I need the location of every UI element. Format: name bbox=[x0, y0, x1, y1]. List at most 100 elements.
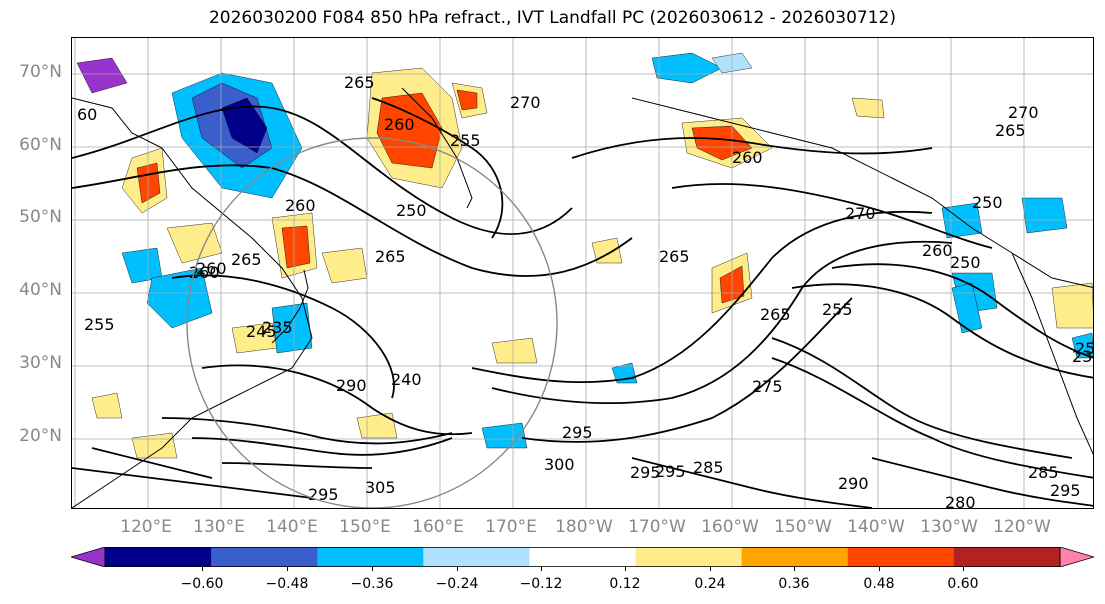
colorbar-tick-label: −0.36 bbox=[350, 576, 394, 592]
colorbar-bin bbox=[953, 547, 1061, 567]
colorbar-tick-label: −0.48 bbox=[265, 576, 309, 592]
contour-label: 265 bbox=[995, 121, 1026, 140]
colorbar-bin bbox=[635, 547, 743, 567]
lat-label-60n: 60°N bbox=[19, 135, 62, 155]
contour-label: 60 bbox=[77, 105, 97, 124]
lon-label-180w: 180°W bbox=[555, 517, 613, 537]
contour-label: 250 bbox=[396, 201, 427, 220]
lat-label-30n: 30°N bbox=[19, 353, 62, 373]
lat-label-50n: 50°N bbox=[19, 207, 62, 227]
colorbar-tick-label: −0.12 bbox=[519, 576, 563, 592]
contour-label: 255 bbox=[822, 300, 853, 319]
colorbar-tick-label: 0.24 bbox=[694, 576, 726, 592]
contour-label: 240 bbox=[391, 370, 422, 389]
anomaly-blob bbox=[76, 57, 128, 94]
anomaly-blob bbox=[456, 89, 478, 111]
contour-label: 305 bbox=[365, 478, 396, 497]
anomaly-blob bbox=[356, 412, 398, 439]
contour-label: 290 bbox=[838, 474, 869, 493]
contour-label: 260 bbox=[196, 259, 227, 278]
contour-label: 295 bbox=[655, 462, 686, 481]
contour-line bbox=[171, 274, 395, 399]
colorbar-bin bbox=[529, 547, 637, 567]
colorbar-max-extend bbox=[1059, 547, 1094, 567]
colorbar-bin bbox=[847, 547, 955, 567]
lon-label-170e: 170°E bbox=[485, 517, 537, 537]
contour-label: 235 bbox=[262, 318, 293, 337]
contour-label: 245 bbox=[246, 322, 277, 341]
contour-line bbox=[72, 164, 633, 277]
contour-label: 270 bbox=[845, 204, 876, 223]
contour-label: 235 bbox=[1072, 347, 1094, 366]
contour-line bbox=[161, 417, 453, 445]
coastline-japan bbox=[271, 269, 309, 344]
anomaly-blob bbox=[1021, 197, 1068, 234]
map-canvas: 2652702602552502652602652602502702602652… bbox=[72, 38, 1094, 508]
contour-line bbox=[771, 337, 1073, 459]
anomaly-blob bbox=[221, 97, 268, 154]
coastlines bbox=[72, 87, 1093, 508]
contour-line bbox=[221, 462, 373, 469]
contour-label: 270 bbox=[510, 93, 541, 112]
contour-label: 260 bbox=[732, 148, 763, 167]
anomaly-blob bbox=[271, 302, 313, 354]
colorbar-tick-label: 0.48 bbox=[863, 576, 895, 592]
colorbar-tick-label: 0.12 bbox=[609, 576, 641, 592]
lon-label-160w: 160°W bbox=[701, 517, 759, 537]
lat-label-40n: 40°N bbox=[19, 280, 62, 300]
contour-line bbox=[371, 97, 504, 239]
coastline-alaska bbox=[631, 97, 1093, 289]
colorbar-tick-label: −0.24 bbox=[435, 576, 479, 592]
anomaly-blob bbox=[691, 125, 753, 161]
contour-line bbox=[491, 240, 953, 405]
contour-line bbox=[91, 447, 213, 479]
contour-label: 295 bbox=[630, 463, 661, 482]
lon-label-130w: 130°W bbox=[920, 517, 978, 537]
contour-line bbox=[471, 210, 933, 384]
coastline-na-west bbox=[1011, 252, 1093, 455]
lon-label-140e: 140°E bbox=[266, 517, 318, 537]
colorbar bbox=[71, 547, 1094, 567]
contour-label: 265 bbox=[344, 73, 375, 92]
contour-line bbox=[791, 283, 1093, 379]
lon-label-120w: 120°W bbox=[993, 517, 1051, 537]
contour-label: 265 bbox=[375, 247, 406, 266]
contour-label: 255 bbox=[84, 315, 115, 334]
lat-label-20n: 20°N bbox=[19, 426, 62, 446]
colorbar-tick-label: 0.36 bbox=[778, 576, 810, 592]
anomaly-blob bbox=[481, 422, 528, 449]
contour-line bbox=[72, 105, 573, 235]
contour-line bbox=[831, 263, 1093, 359]
anomaly-blob bbox=[1051, 282, 1093, 329]
contour-line bbox=[631, 457, 873, 508]
anomaly-blob bbox=[281, 225, 311, 269]
contour-labels: 2652702602552502652602652602502702602652… bbox=[77, 73, 1094, 508]
lon-label-140w: 140°W bbox=[847, 517, 905, 537]
colorbar-bin bbox=[423, 547, 530, 567]
contour-label: 295 bbox=[562, 423, 593, 442]
colorbar-tick-label: 0.60 bbox=[947, 576, 979, 592]
map-panel: 265 270 260 255 250 265 260 265 260 250 270 260 265 2… bbox=[71, 37, 1094, 509]
contour-label: 300 bbox=[544, 455, 575, 474]
map-title: 2026030200 F084 850 hPa refract., IVT La… bbox=[208, 8, 896, 28]
contour-line bbox=[191, 437, 453, 456]
lon-label-150e: 150°E bbox=[339, 517, 391, 537]
contour-label: 265 bbox=[659, 247, 690, 266]
contour-line bbox=[201, 364, 473, 436]
contour-label: 250 bbox=[972, 193, 1003, 212]
lat-label-70n: 70°N bbox=[19, 62, 62, 82]
coastline-asia bbox=[72, 97, 313, 508]
lon-label-130e: 130°E bbox=[193, 517, 245, 537]
lon-label-170w: 170°W bbox=[628, 517, 686, 537]
contour-label: 295 bbox=[1050, 481, 1081, 500]
anomaly-blob bbox=[131, 432, 178, 459]
colorbar-min-extend bbox=[71, 547, 106, 567]
contour-label: 285 bbox=[693, 458, 724, 477]
shaded-anomalies bbox=[76, 52, 1093, 459]
contour-label: 250 bbox=[950, 253, 981, 272]
anomaly-blob bbox=[851, 97, 885, 119]
refractivity-contours bbox=[72, 97, 1093, 508]
contour-line bbox=[871, 457, 1093, 507]
contour-line bbox=[72, 467, 313, 499]
contour-label: 255 bbox=[450, 131, 481, 150]
